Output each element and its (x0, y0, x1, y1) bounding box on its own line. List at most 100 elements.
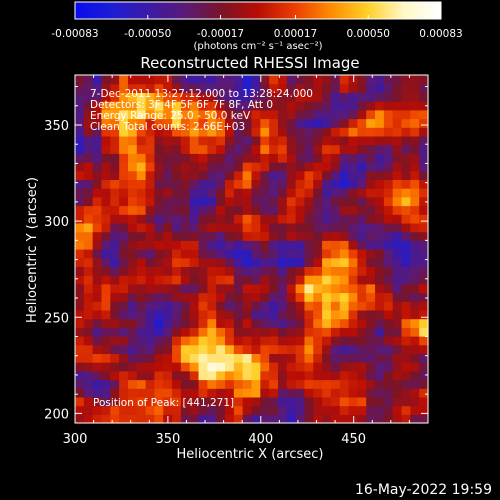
heatmap-cell (136, 257, 147, 267)
heatmap-cell (419, 405, 429, 415)
heatmap-cell (330, 153, 341, 163)
heatmap-cell (92, 109, 103, 120)
heatmap-cell (392, 135, 403, 146)
heatmap-cell (216, 75, 226, 85)
heatmap-cell (189, 353, 200, 363)
heatmap-cell (92, 162, 103, 172)
heatmap-cell (145, 344, 156, 354)
heatmap-cell (383, 170, 394, 180)
heatmap-cell (154, 153, 164, 163)
heatmap-cell (330, 370, 341, 381)
heatmap-cell (366, 370, 376, 381)
heatmap-cell (401, 353, 411, 363)
heatmap-cell (83, 249, 94, 259)
heatmap-cell (189, 162, 200, 172)
heatmap-cell (189, 405, 200, 415)
heatmap-cell (339, 231, 350, 241)
heatmap-cell (269, 414, 279, 424)
heatmap-cell (75, 292, 85, 302)
heatmap-cell (392, 144, 403, 154)
heatmap-cell (145, 353, 156, 363)
heatmap-cell (180, 135, 191, 146)
heatmap-cell (330, 135, 341, 146)
heatmap-cell (322, 249, 332, 259)
heatmap-cell (207, 309, 217, 320)
heatmap-cell (392, 309, 403, 320)
heatmap-cell (410, 318, 420, 328)
heatmap-cell (154, 379, 164, 389)
heatmap-cell (110, 118, 120, 128)
heatmap-cell (119, 231, 129, 241)
heatmap-cell (260, 379, 270, 389)
heatmap-cell (357, 327, 367, 337)
heatmap-cell (348, 118, 358, 128)
heatmap-cell (136, 135, 147, 146)
heatmap-cell (216, 405, 226, 415)
heatmap-cell (366, 362, 376, 372)
heatmap-cell (419, 179, 429, 189)
heatmap-cell (383, 370, 394, 381)
heatmap-cell (163, 249, 173, 259)
heatmap-cell (242, 101, 253, 111)
heatmap-cell (375, 196, 385, 207)
heatmap-cell (225, 388, 235, 398)
heatmap-cell (242, 75, 253, 85)
heatmap-cell (286, 309, 297, 320)
heatmap-cell (410, 162, 420, 172)
heatmap-cell (251, 266, 261, 276)
heatmap-cell (357, 188, 367, 198)
heatmap-cell (136, 222, 147, 233)
heatmap-cell (304, 318, 314, 328)
heatmap-cell (330, 83, 341, 93)
heatmap-cell (154, 127, 164, 137)
heatmap-cell (304, 362, 314, 372)
heatmap-cell (339, 135, 350, 146)
heatmap-cell (242, 266, 253, 276)
heatmap-cell (295, 144, 306, 154)
heatmap-cell (392, 231, 403, 241)
heatmap-cell (127, 109, 138, 120)
heatmap-cell (189, 240, 200, 250)
heatmap-cell (357, 318, 367, 328)
heatmap-cell (136, 266, 147, 276)
heatmap-cell (145, 336, 156, 346)
heatmap-cell (410, 231, 420, 241)
heatmap-cell (233, 83, 244, 93)
heatmap-cell (207, 275, 217, 285)
heatmap-cell (189, 309, 200, 320)
heatmap-cell (322, 370, 332, 381)
heatmap-cell (180, 144, 191, 154)
heatmap-cell (180, 283, 191, 294)
heatmap-cell (92, 362, 103, 372)
heatmap-cell (348, 283, 358, 294)
heatmap-cell (136, 353, 147, 363)
heatmap-cell (304, 101, 314, 111)
heatmap-cell (251, 118, 261, 128)
heatmap-cell (75, 266, 85, 276)
heatmap-cell (330, 101, 341, 111)
heatmap-cell (269, 301, 279, 311)
heatmap-cell (145, 396, 156, 407)
heatmap-cell (101, 135, 111, 146)
heatmap-cell (260, 336, 270, 346)
heatmap-cell (410, 344, 420, 354)
heatmap-cell (242, 344, 253, 354)
heatmap-cell (260, 109, 270, 120)
heatmap-cell (322, 179, 332, 189)
heatmap-cell (207, 179, 217, 189)
heatmap-cell (75, 188, 85, 198)
heatmap-cell (145, 388, 156, 398)
heatmap-cell (401, 231, 411, 241)
heatmap-cell (207, 170, 217, 180)
heatmap-cell (277, 301, 288, 311)
heatmap-cell (375, 309, 385, 320)
heatmap-cell (180, 179, 191, 189)
heatmap-cell (242, 222, 253, 233)
heatmap-cell (348, 135, 358, 146)
heatmap-cell (269, 370, 279, 381)
heatmap-cell (154, 257, 164, 267)
y-tick-label: 300 (44, 215, 69, 230)
heatmap-cell (401, 162, 411, 172)
heatmap-cell (313, 318, 323, 328)
heatmap-cell (348, 301, 358, 311)
